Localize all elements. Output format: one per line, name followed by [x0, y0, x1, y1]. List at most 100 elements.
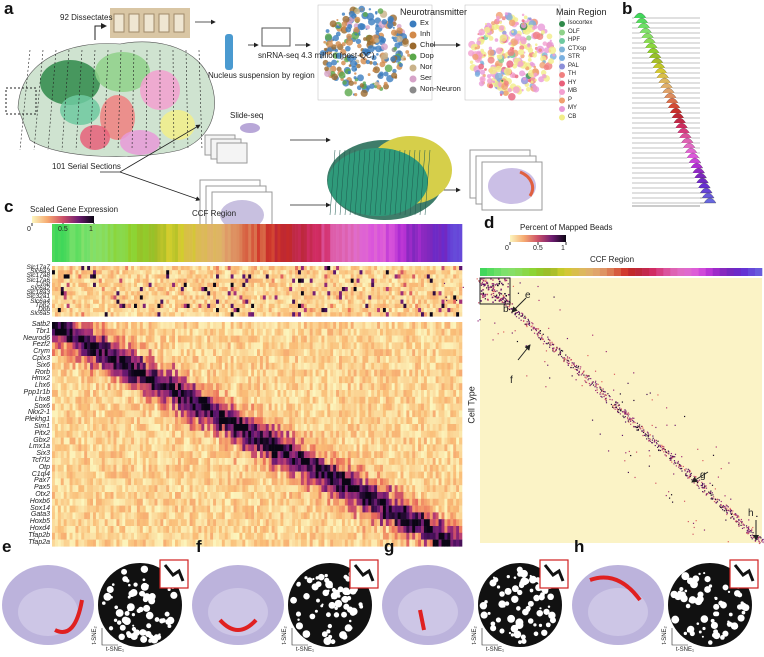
heat-cell — [160, 438, 163, 445]
heat-cell — [58, 304, 61, 308]
heat-cell — [67, 342, 70, 349]
heat-cell — [216, 336, 219, 343]
heat-cell — [248, 283, 251, 287]
heat-cell — [395, 300, 398, 304]
heat-cell — [316, 342, 319, 349]
heat-cell — [81, 342, 84, 349]
heat-cell — [242, 410, 245, 417]
heat-cell — [119, 356, 122, 363]
heat-cell — [102, 376, 105, 383]
heat-cell — [105, 266, 108, 270]
tsne-point — [356, 39, 361, 44]
heat-cell — [99, 410, 102, 417]
heat-cell — [301, 336, 304, 343]
heat-cell — [149, 270, 152, 274]
heat-cell — [198, 279, 201, 283]
heat-cell — [368, 279, 371, 283]
heat-cell — [301, 291, 304, 295]
heat-cell — [368, 300, 371, 304]
heat-cell — [333, 322, 336, 329]
heat-cell — [169, 349, 172, 356]
heat-cell — [231, 283, 234, 287]
heat-cell — [111, 349, 114, 356]
heat-cell — [242, 287, 245, 291]
ccf-column — [380, 224, 383, 262]
ccf-column — [310, 224, 313, 262]
heat-cell — [52, 390, 55, 397]
heat-cell — [175, 404, 178, 411]
heat-cell — [389, 304, 392, 308]
heat-cell — [316, 390, 319, 397]
heat-cell — [166, 383, 169, 390]
heat-cell — [301, 342, 304, 349]
heat-cell — [58, 410, 61, 417]
heat-cell — [374, 349, 377, 356]
heat-cell — [131, 312, 134, 316]
heat-cell — [442, 342, 445, 349]
heat-cell — [398, 390, 401, 397]
heat-cell — [119, 300, 122, 304]
heat-cell — [90, 300, 93, 304]
heat-cell — [84, 424, 87, 431]
heat-cell — [73, 270, 76, 274]
heat-cell — [99, 308, 102, 312]
heat-cell — [207, 342, 210, 349]
heat-cell — [450, 274, 453, 278]
tsne-point — [511, 30, 514, 33]
tsne-point — [342, 80, 347, 85]
heat-cell — [459, 304, 462, 308]
heat-cell — [339, 336, 342, 343]
heat-cell — [146, 383, 149, 390]
heat-cell — [90, 279, 93, 283]
heat-cell — [187, 295, 190, 299]
ccf-column — [377, 224, 380, 262]
heat-cell — [78, 356, 81, 363]
heat-cell — [190, 304, 193, 308]
heat-cell — [143, 370, 146, 377]
heat-cell — [427, 291, 430, 295]
heat-cell — [260, 274, 263, 278]
heat-cell — [424, 312, 427, 316]
heat-cell — [316, 295, 319, 299]
heat-cell — [456, 424, 459, 431]
heat-cell — [280, 383, 283, 390]
heat-cell — [412, 291, 415, 295]
heat-cell — [108, 287, 111, 291]
heat-cell — [389, 424, 392, 431]
heat-cell — [336, 383, 339, 390]
heat-cell — [433, 424, 436, 431]
heat-cell — [114, 287, 117, 291]
heat-cell — [146, 349, 149, 356]
heat-cell — [321, 424, 324, 431]
heat-cell — [348, 322, 351, 329]
heat-cell — [278, 287, 281, 291]
heat-cell — [190, 356, 193, 363]
heat-cell — [245, 417, 248, 424]
heat-cell — [190, 291, 193, 295]
heat-cell — [155, 390, 158, 397]
heat-cell — [269, 295, 272, 299]
heat-cell — [155, 308, 158, 312]
heat-cell — [351, 312, 354, 316]
heat-cell — [108, 300, 111, 304]
heat-cell — [87, 270, 90, 274]
heat-cell — [128, 342, 131, 349]
heat-cell — [409, 424, 412, 431]
heat-cell — [365, 376, 368, 383]
heat-cell — [70, 312, 73, 316]
heat-cell — [354, 431, 357, 438]
heat-cell — [280, 438, 283, 445]
legend-swatch — [559, 38, 565, 44]
heat-cell — [319, 322, 322, 329]
heat-cell — [289, 349, 292, 356]
heat-cell — [447, 329, 450, 336]
heat-cell — [152, 304, 155, 308]
heat-cell — [360, 349, 363, 356]
heat-cell — [90, 274, 93, 278]
heat-cell — [365, 390, 368, 397]
heat-cell — [351, 322, 354, 329]
heat-cell — [357, 304, 360, 308]
heat-cell — [351, 410, 354, 417]
heat-cell — [157, 370, 160, 377]
